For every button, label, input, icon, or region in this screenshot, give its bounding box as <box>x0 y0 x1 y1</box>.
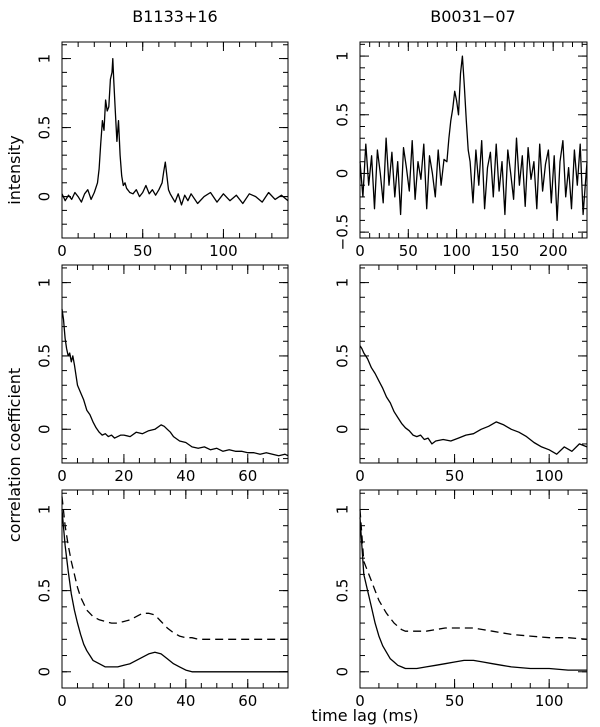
series-line-solid <box>359 55 588 222</box>
x-tick-label: 100 <box>209 242 238 260</box>
y-tick-label: 0 <box>36 192 54 202</box>
x-tick-label: 50 <box>445 467 464 485</box>
y-tick-label: 0.5 <box>36 344 54 368</box>
panel-acf-b0031: 0 50 100 0 0.5 1 <box>334 489 588 710</box>
y-tick-label: 0.5 <box>36 116 54 140</box>
x-tick-label: 200 <box>539 242 568 260</box>
x-tick-label: 100 <box>535 692 564 710</box>
x-tick-label: 0 <box>57 467 67 485</box>
x-tick-label: 60 <box>238 467 257 485</box>
plot-frame <box>61 264 289 464</box>
panel-acf-b1133: 0 20 40 60 0 0.5 1 <box>36 489 289 710</box>
x-tick-label: 100 <box>442 242 471 260</box>
x-tick-label: 0 <box>355 467 365 485</box>
x-tick-label: 40 <box>176 467 195 485</box>
y-tick-label: 0 <box>334 667 352 677</box>
plot-frame <box>359 489 588 689</box>
series-line-dashed <box>61 496 288 640</box>
x-tick-label: 50 <box>133 242 152 260</box>
y-tick-label: −0.5 <box>334 214 352 250</box>
y-axis-title-correlation: correlation coefficient <box>5 368 24 542</box>
x-tick-label: 150 <box>491 242 520 260</box>
x-tick-label: 0 <box>57 242 67 260</box>
series-line-solid <box>61 509 288 673</box>
plot-frame <box>359 41 588 239</box>
series-line-solid <box>359 517 587 671</box>
series-line-dashed <box>359 509 588 640</box>
x-tick-label: 40 <box>176 692 195 710</box>
y-tick-label: 0.5 <box>36 579 54 603</box>
panel-corr-b0031: 0 50 100 0 0.5 1 <box>334 264 588 485</box>
y-tick-label: 0.5 <box>334 344 352 368</box>
y-tick-label: 0 <box>334 169 352 179</box>
x-tick-label: 0 <box>355 692 365 710</box>
plot-frame <box>61 489 289 689</box>
panel-profile-b0031: 0 50 100 150 200−0.500.51 <box>334 41 588 260</box>
panel-corr-b1133: 0 20 40 60 0 0.5 1 <box>36 264 289 485</box>
plot-frame <box>61 41 289 239</box>
x-tick-label: 50 <box>399 242 418 260</box>
series-line-solid <box>61 57 289 206</box>
column-title-right: B0031−07 <box>430 7 515 26</box>
series-line-solid <box>61 308 289 457</box>
y-tick-label: 0 <box>334 424 352 434</box>
x-axis-title-time-lag: time lag (ms) <box>311 706 418 725</box>
x-tick-label: 0 <box>57 692 67 710</box>
x-tick-label: 0 <box>355 242 365 260</box>
y-tick-label: 0 <box>36 424 54 434</box>
y-tick-label: 1 <box>334 505 352 515</box>
y-tick-label: 1 <box>334 278 352 288</box>
y-tick-label: 0.5 <box>334 103 352 127</box>
y-tick-label: 0 <box>36 667 54 677</box>
column-title-left: B1133+16 <box>132 7 217 26</box>
x-tick-label: 100 <box>535 467 564 485</box>
series-line-solid <box>359 345 588 455</box>
panel-profile-b1133: 0 50 100 0 0.5 1 <box>36 41 289 260</box>
x-tick-label: 50 <box>445 692 464 710</box>
y-tick-label: 1 <box>36 505 54 515</box>
y-tick-label: 1 <box>36 54 54 64</box>
y-tick-label: 0.5 <box>334 579 352 603</box>
y-axis-title-intensity: intensity <box>5 135 24 204</box>
y-tick-label: 1 <box>334 51 352 61</box>
y-tick-label: 1 <box>36 278 54 288</box>
x-tick-label: 20 <box>114 692 133 710</box>
x-tick-label: 60 <box>238 692 257 710</box>
x-tick-label: 20 <box>114 467 133 485</box>
